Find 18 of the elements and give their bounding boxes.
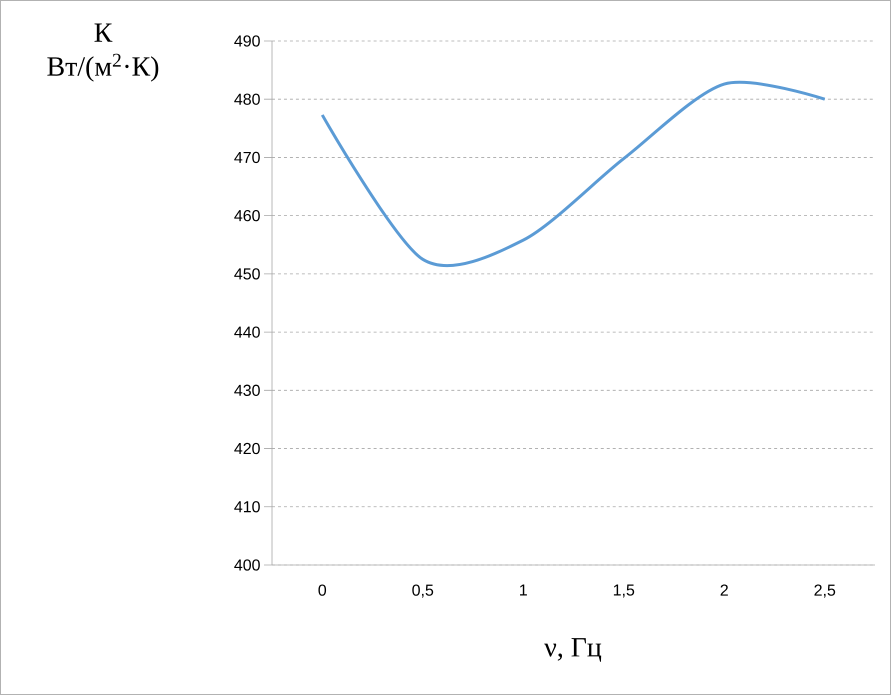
x-tick-label: 2 (720, 584, 728, 596)
y-tick-label: 420 (234, 442, 260, 454)
y-tick-label: 430 (234, 384, 260, 396)
x-axis-title: ν, Гц (544, 638, 602, 662)
x-tick-label: 1,5 (614, 584, 634, 598)
y-tick-label: 450 (234, 268, 260, 280)
y-tick-label: 440 (234, 326, 260, 338)
y-tick-label: 460 (234, 210, 260, 222)
x-tick-label: 0 (318, 584, 326, 596)
y-tick-label: 470 (234, 152, 260, 164)
y-tick-label: 400 (234, 559, 260, 571)
x-tick-label: 0,5 (412, 584, 434, 598)
y-tick-label: 410 (234, 501, 260, 512)
x-tick-label: 1 (520, 584, 527, 596)
y-tick-label: 480 (234, 94, 260, 105)
y-tick-label: 490 (234, 35, 260, 47)
y-axis-title: К Вт/(м$^{2}$·К) (47, 24, 158, 82)
x-tick-label: 2,5 (814, 584, 836, 598)
